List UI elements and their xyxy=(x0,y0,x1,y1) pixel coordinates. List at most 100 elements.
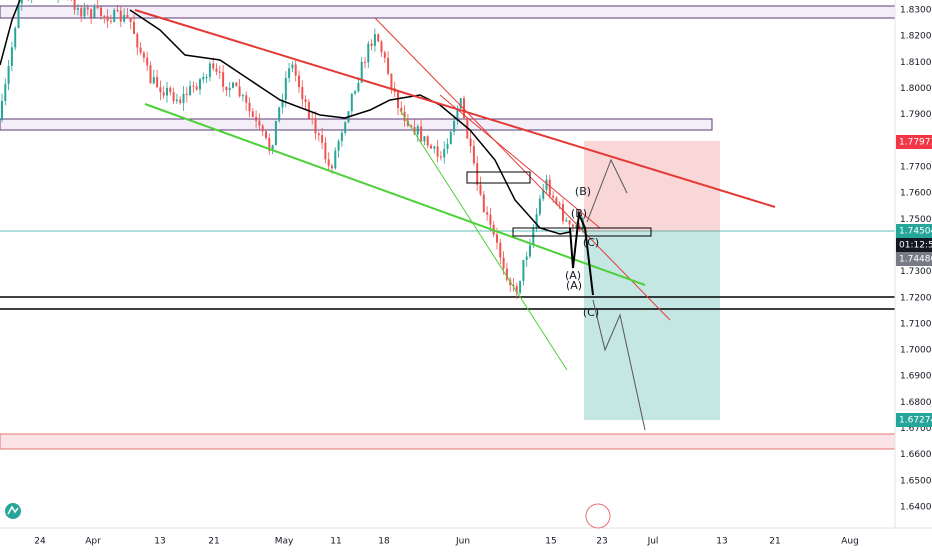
candle-body xyxy=(241,95,244,97)
candle-body xyxy=(258,120,261,126)
candle-body xyxy=(93,6,96,18)
moving-average xyxy=(0,0,21,66)
date-label: 13 xyxy=(716,537,727,547)
candle-body xyxy=(377,34,380,42)
price-badge xyxy=(896,238,932,252)
candle-body xyxy=(406,120,409,126)
candle-body xyxy=(370,43,373,46)
candle-body xyxy=(397,91,399,108)
target-zone xyxy=(584,232,720,420)
price-badge-text: 01:12:54 xyxy=(899,241,932,251)
logo-mark xyxy=(7,505,19,515)
price-label: 1.83000 xyxy=(900,6,932,16)
candle-body xyxy=(208,63,211,78)
candle-body xyxy=(268,138,271,151)
labels: 1.830001.820001.810001.800001.790001.780… xyxy=(34,6,932,547)
candle-body xyxy=(175,99,178,102)
candle-body xyxy=(298,75,300,88)
trendline xyxy=(399,109,568,371)
date-label: 21 xyxy=(769,537,780,547)
candle-body xyxy=(255,117,258,121)
candle-body xyxy=(215,68,218,72)
candle-body xyxy=(199,79,201,90)
price-label: 1.76000 xyxy=(900,189,932,199)
drawings xyxy=(0,5,896,450)
candle-body xyxy=(321,135,324,143)
candle-body xyxy=(463,98,465,118)
candle-body xyxy=(367,43,370,63)
candle-body xyxy=(486,212,489,215)
candle-body xyxy=(288,68,291,79)
candle-body xyxy=(202,77,205,80)
price-label: 1.68000 xyxy=(900,398,932,408)
candle-body xyxy=(496,234,498,243)
date-label: 15 xyxy=(545,537,556,547)
candle-body xyxy=(189,85,192,96)
date-label: 18 xyxy=(378,537,390,547)
price-label: 1.72000 xyxy=(900,293,932,303)
candle-body xyxy=(390,73,393,89)
price-badge-text: 1.74486 xyxy=(899,255,932,265)
candle-body xyxy=(294,64,297,76)
candle-body xyxy=(123,15,126,22)
wave-label: (C) xyxy=(583,236,599,249)
candle-body xyxy=(545,179,548,191)
candle-body xyxy=(291,64,294,69)
candle-body xyxy=(100,7,102,17)
candle-body xyxy=(136,33,139,48)
candle-body xyxy=(109,20,112,22)
candle-body xyxy=(387,57,390,74)
candle-body xyxy=(281,99,284,108)
candle-body xyxy=(555,197,558,204)
candle-body xyxy=(360,61,363,83)
candle-body xyxy=(96,6,99,8)
candle-body xyxy=(113,9,116,22)
candle-body xyxy=(238,86,241,97)
candle-body xyxy=(571,224,574,227)
candle-body xyxy=(446,143,449,149)
candle-body xyxy=(416,126,419,135)
price-badge-text: 1.74504 xyxy=(899,227,932,237)
date-label: 24 xyxy=(34,537,46,547)
candle-body xyxy=(10,47,13,67)
candle-body xyxy=(357,82,360,92)
candle-body xyxy=(251,111,254,118)
candle-body xyxy=(86,7,89,10)
candle-body xyxy=(453,120,456,132)
trendline xyxy=(374,17,671,321)
candle-body xyxy=(17,3,20,29)
price-label: 1.75000 xyxy=(900,215,932,225)
candle-body xyxy=(512,284,515,287)
candle-body xyxy=(248,102,251,112)
candle-body xyxy=(126,15,129,18)
candle-body xyxy=(380,41,383,53)
date-label: 11 xyxy=(330,537,341,547)
projection-arrow xyxy=(592,299,646,431)
candle-body xyxy=(433,146,436,149)
candle-body xyxy=(489,214,492,225)
price-badge xyxy=(896,413,932,427)
candle-body xyxy=(400,107,403,112)
trendline xyxy=(439,94,601,229)
price-label: 1.65000 xyxy=(900,476,932,486)
candle-body xyxy=(430,145,432,149)
price-label: 1.67000 xyxy=(900,424,932,434)
candle-body xyxy=(337,141,340,151)
candle-body xyxy=(472,146,475,164)
logo xyxy=(5,503,21,519)
candle-body xyxy=(142,52,145,58)
candle-body xyxy=(278,107,281,121)
date-label: 21 xyxy=(208,537,219,547)
candle-body xyxy=(505,268,508,280)
candle-body xyxy=(529,245,531,257)
candles xyxy=(1,0,584,300)
wave-label: (B) xyxy=(571,207,587,220)
price-label: 1.81000 xyxy=(900,58,932,68)
candle-body xyxy=(499,242,502,258)
candle-body xyxy=(222,72,225,87)
candle-body xyxy=(522,259,525,281)
price-badge-text: 1.67274 xyxy=(899,416,932,426)
candle-body xyxy=(436,146,439,157)
wave-label: (A) xyxy=(566,279,582,292)
